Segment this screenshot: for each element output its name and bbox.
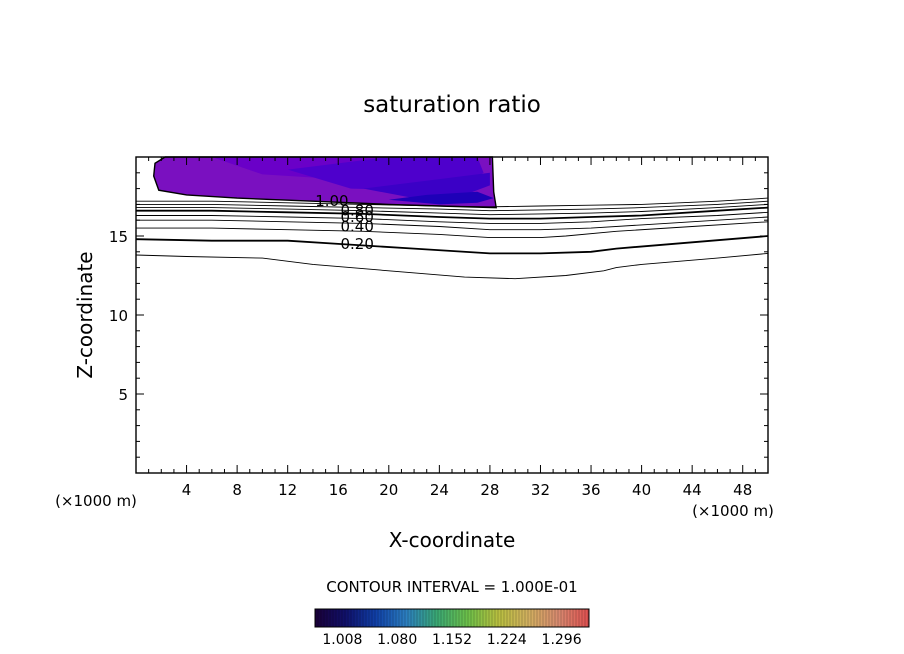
contour-line-0.3 — [136, 221, 769, 239]
contour-line-0.9 — [136, 197, 769, 208]
contour-line-0.7 — [136, 203, 769, 216]
x-axis-label: X-coordinate — [389, 528, 516, 552]
filled-contour-region — [152, 156, 498, 209]
contour-lines — [135, 197, 769, 280]
contour-line-0.4 — [136, 216, 769, 231]
colorbar-tick-label: 1.152 — [432, 632, 472, 648]
y-axis-label: Z-coordinate — [73, 251, 97, 378]
x-tick-label: 16 — [329, 481, 348, 499]
contour-line-0.6 — [136, 206, 769, 220]
x-tick-label: 12 — [278, 481, 297, 499]
x-tick-label: 4 — [182, 481, 192, 499]
y-tick-label: 15 — [109, 228, 128, 246]
contour-line-0.8 — [136, 200, 769, 212]
colorbar-tick-label: 1.008 — [322, 632, 362, 648]
y-tick-label: 5 — [118, 386, 128, 404]
contour-label: 0.40 — [340, 218, 373, 236]
filled-band-4 — [388, 191, 494, 205]
colorbar-strip — [314, 608, 590, 628]
y-axis-ticks: 5 10 15 — [109, 156, 768, 474]
y-tick-label: 10 — [109, 307, 128, 325]
colorbar-tick-labels: 1.008 1.080 1.152 1.224 1.296 — [322, 632, 581, 648]
x-tick-label: 40 — [632, 481, 651, 499]
x-tick-label: 20 — [379, 481, 398, 499]
filled-band-3 — [363, 172, 490, 199]
colorbar-tick-label: 1.296 — [542, 632, 582, 648]
contour-label: 1.00 — [315, 192, 348, 210]
contour-label: 0.60 — [340, 208, 373, 226]
colorbar — [314, 608, 590, 628]
x-tick-label: 36 — [581, 481, 600, 499]
x-axis-ticks: 4 8 12 16 20 24 28 32 36 40 44 48 — [135, 157, 769, 499]
contour-labels: 1.000.800.600.400.20 — [315, 192, 374, 253]
contour-line-0.1 — [135, 252, 769, 280]
colorbar-tick-label: 1.080 — [377, 632, 417, 648]
x-tick-label: 48 — [733, 481, 752, 499]
x-tick-label: 44 — [683, 481, 702, 499]
x-tick-label: 32 — [531, 481, 550, 499]
x-tick-label: 24 — [430, 481, 449, 499]
x-tick-label: 28 — [480, 481, 499, 499]
contour-label: 0.80 — [340, 202, 373, 220]
colorbar-tick-label: 1.224 — [487, 632, 527, 648]
contour-line-0.2 — [135, 235, 769, 255]
contour-line-0.5 — [136, 211, 769, 224]
chart-title: saturation ratio — [363, 92, 541, 118]
contour-interval-label: CONTOUR INTERVAL = 1.000E-01 — [326, 578, 577, 596]
x-tick-label: 8 — [232, 481, 242, 499]
x-axis-unit-right: (×1000 m) — [692, 502, 774, 520]
filled-region-outline — [152, 156, 498, 209]
x-axis-unit-left: (×1000 m) — [55, 492, 137, 510]
contour-label: 0.20 — [340, 235, 373, 253]
